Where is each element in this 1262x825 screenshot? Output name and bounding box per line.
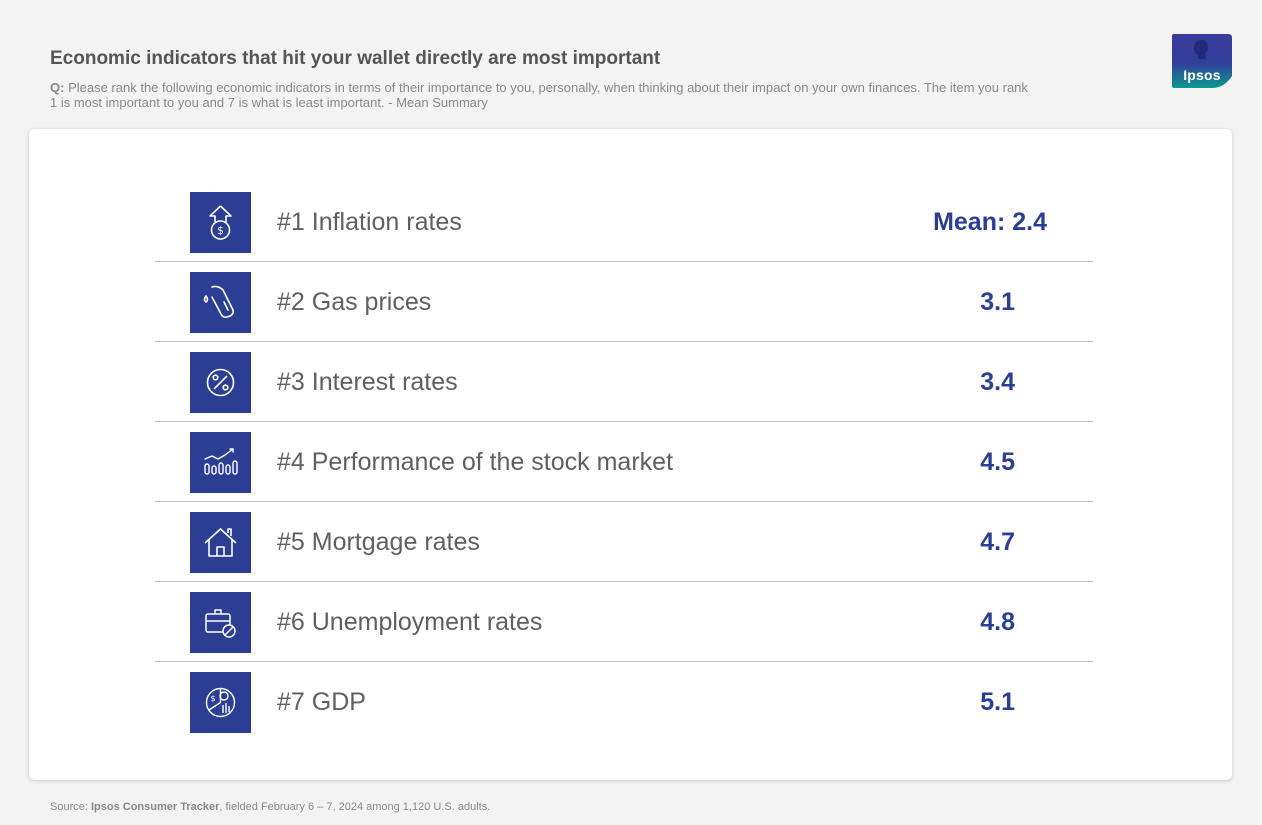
ranking-card: $ #1 Inflation rates Mean: 2.4 #2 Gas pr…	[29, 129, 1232, 780]
ranking-row-interest: #3 Interest rates 3.4	[155, 341, 1093, 422]
percent-icon	[190, 352, 251, 413]
ranking-value: 3.4	[980, 368, 1015, 396]
ranking-value: 3.1	[980, 288, 1015, 316]
logo-text: Ipsos	[1183, 67, 1221, 83]
ranking-row-mortgage: #5 Mortgage rates 4.7	[155, 501, 1093, 582]
svg-text:$: $	[217, 224, 224, 237]
page-title: Economic indicators that hit your wallet…	[50, 48, 661, 69]
ranking-row-gdp: $ #7 GDP 5.1	[155, 661, 1093, 741]
footer-source: Ipsos Consumer Tracker	[90, 801, 220, 813]
ranking-label: #4 Performance of the stock market	[277, 448, 674, 476]
ranking-label: #6 Unemployment rates	[277, 608, 543, 636]
ranking-row-unemployment: #6 Unemployment rates 4.8	[155, 581, 1093, 662]
svg-text:$: $	[210, 694, 215, 703]
briefcase-no-icon	[190, 592, 251, 653]
house-icon	[190, 512, 251, 573]
footer-prefix: Source:	[50, 801, 91, 813]
ranking-row-gas: #2 Gas prices 3.1	[155, 261, 1093, 342]
gas-pump-icon	[190, 272, 251, 333]
source-footer: Source: Ipsos Consumer Tracker, fielded …	[50, 801, 490, 813]
ipsos-logo: Ipsos	[1172, 34, 1232, 88]
question-body: Please rank the following economic indic…	[50, 80, 1028, 110]
ranking-row-inflation: $ #1 Inflation rates Mean: 2.4	[155, 181, 1093, 262]
ranking-row-stocks: #4 Performance of the stock market 4.5	[155, 421, 1093, 502]
ranking-value: Mean: 2.4	[933, 208, 1047, 236]
ranking-label: #1 Inflation rates	[277, 208, 462, 236]
inflation-icon: $	[190, 192, 251, 253]
ranking-label: #3 Interest rates	[277, 368, 458, 396]
ranking-label: #5 Mortgage rates	[277, 528, 480, 556]
stock-chart-icon	[190, 432, 251, 493]
ranking-value: 4.7	[980, 528, 1015, 556]
gdp-pie-icon: $	[190, 672, 251, 733]
ranking-value: 4.5	[980, 448, 1015, 476]
question-prefix: Q:	[50, 80, 65, 95]
ranking-value: 4.8	[980, 608, 1015, 636]
ranking-label: #2 Gas prices	[277, 288, 432, 316]
ranking-value: 5.1	[980, 688, 1015, 716]
ranking-label: #7 GDP	[277, 688, 366, 716]
footer-suffix: , fielded February 6 – 7, 2024 among 1,1…	[219, 801, 491, 813]
question-text: Q: Please rank the following economic in…	[50, 80, 1030, 110]
